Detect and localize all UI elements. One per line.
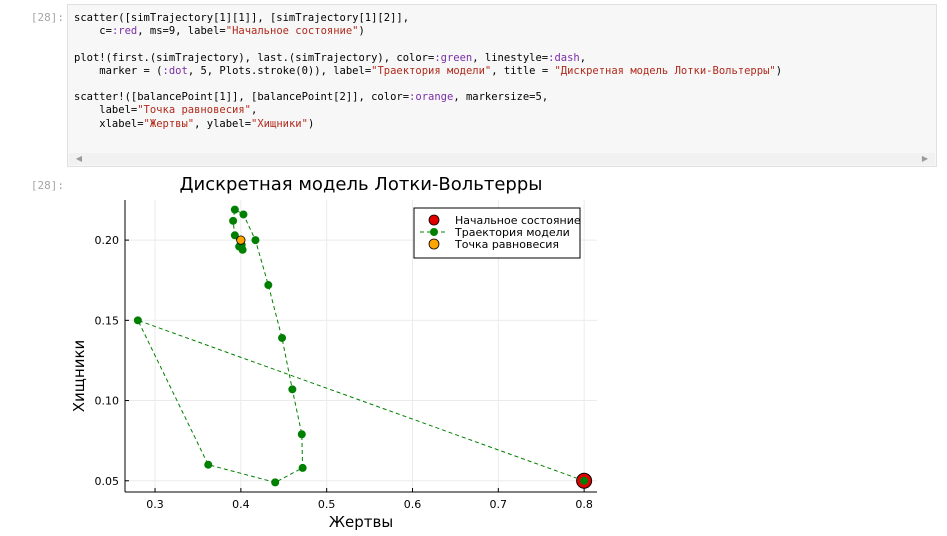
code-token: scatter!([balancePoint[1]], [balancePoin…	[74, 91, 410, 104]
code-token: :orange	[409, 91, 454, 104]
code-line: label="Точка равновесия",	[74, 104, 257, 116]
trajectory-point	[580, 476, 589, 485]
trajectory-point	[251, 236, 260, 245]
legend-box	[413, 207, 581, 259]
code-line: xlabel="Жертвы", ylabel="Хищники")	[74, 118, 314, 130]
code-token: "Траектория модели"	[371, 64, 492, 77]
chart-title: Дискретная модель Лотки-Вольтерры	[179, 174, 542, 195]
trajectory-point	[271, 478, 280, 487]
legend-label: Траектория модели	[454, 226, 570, 239]
trajectory-point	[278, 333, 287, 342]
plot: Дискретная модель Лотки-Вольтерры 0.3 0.4…	[70, 174, 597, 531]
scroll-right-icon[interactable]: ▶	[921, 154, 929, 163]
code-token: "Точка равновесия"	[137, 104, 252, 117]
code-token: ,	[579, 51, 587, 64]
code-token: , markersize=5,	[453, 91, 549, 104]
code-token: , ylabel=	[194, 117, 252, 130]
x-tick-label: 0.4	[232, 498, 250, 511]
code-token: xlabel=	[74, 117, 144, 130]
code-token: c=	[74, 25, 112, 38]
code-token: :dash	[548, 51, 580, 64]
x-tick-label: 0.5	[318, 498, 336, 511]
legend-label: Начальное состояние	[455, 214, 581, 227]
code-line: marker = (:dot, 5, Plots.stroke(0)), lab…	[74, 65, 782, 77]
code-line: plot!(first.(simTrajectory), last.(simTr…	[74, 52, 586, 64]
code-editor[interactable]: scatter([simTrajectory[1][1]], [simTraje…	[74, 12, 782, 131]
equilibrium-point	[236, 235, 246, 245]
trajectory-point	[229, 216, 238, 225]
output-prompt: [28]:	[30, 179, 64, 192]
code-token: , linestyle=	[472, 51, 549, 64]
x-axis-label: Жертвы	[329, 513, 393, 531]
code-line: scatter([simTrajectory[1][1]], [simTraje…	[74, 12, 409, 24]
code-token: "Начальное состояние"	[225, 25, 359, 38]
code-line: scatter!([balancePoint[1]], [balancePoin…	[74, 91, 548, 103]
code-token: marker = (	[74, 64, 163, 77]
x-tick-label: 0.6	[404, 498, 422, 511]
input-prompt: [28]:	[30, 11, 64, 24]
trajectory-point	[230, 231, 239, 240]
code-token: ,	[251, 104, 258, 117]
code-token: "Дискретная модель Лотки-Вольтерры"	[554, 64, 776, 77]
output-area: Дискретная модель Лотки-Вольтерры 0.3 0.4…	[67, 170, 937, 531]
x-tick-label: 0.8	[575, 498, 593, 511]
y-tick-label: 0.05	[95, 475, 120, 488]
x-tick-label: 0.7	[490, 498, 508, 511]
trajectory-point	[264, 281, 273, 290]
trajectory-point	[204, 460, 213, 469]
code-token: )	[775, 64, 783, 77]
code-token: :dot	[162, 64, 188, 77]
axes: 0.3 0.4 0.5 0.6 0.7 0.8 0.05 0.10 0.15 0.20	[95, 200, 597, 511]
code-token: )	[307, 117, 315, 130]
code-token: :red	[111, 25, 138, 38]
trajectory-point	[133, 316, 142, 325]
y-tick-label: 0.10	[95, 395, 120, 408]
code-token: :green	[434, 51, 473, 64]
code-token: , ms=9, label=	[137, 25, 226, 38]
horizontal-scrollbar[interactable]: ◀ ▶	[69, 153, 935, 165]
legend-label: Точка равновесия	[454, 238, 559, 251]
legend-marker	[428, 238, 440, 250]
code-cell[interactable]: scatter([simTrajectory[1][1]], [simTraje…	[67, 4, 937, 167]
trajectory-point	[298, 463, 307, 472]
trajectory-point	[297, 430, 306, 439]
code-token: "Жертвы"	[143, 117, 195, 130]
chart-marks	[133, 205, 593, 489]
code-token: scatter([simTrajectory[1][1]], [simTraje…	[74, 12, 410, 24]
y-axis-label: Хищники	[70, 340, 88, 413]
code-token: plot!(first.(simTrajectory), last.(simTr…	[74, 51, 435, 64]
scroll-left-icon[interactable]: ◀	[75, 154, 83, 163]
trajectory-point	[288, 385, 297, 394]
y-tick-label: 0.20	[95, 234, 120, 247]
trajectory-point	[239, 210, 248, 219]
code-token: )	[358, 25, 365, 38]
code-token: "Хищники"	[251, 117, 308, 130]
x-tick-label: 0.3	[146, 498, 164, 511]
y-tick-label: 0.15	[95, 314, 120, 327]
code-token: , title =	[491, 64, 555, 77]
trajectory-point	[230, 205, 239, 214]
code-token: , 5, Plots.stroke(0)), label=	[187, 64, 372, 77]
code-line: c=:red, ms=9, label="Начальное состояние…	[74, 25, 365, 37]
code-token: label=	[74, 104, 138, 117]
legend-marker	[428, 214, 440, 226]
legend-marker	[430, 228, 438, 236]
